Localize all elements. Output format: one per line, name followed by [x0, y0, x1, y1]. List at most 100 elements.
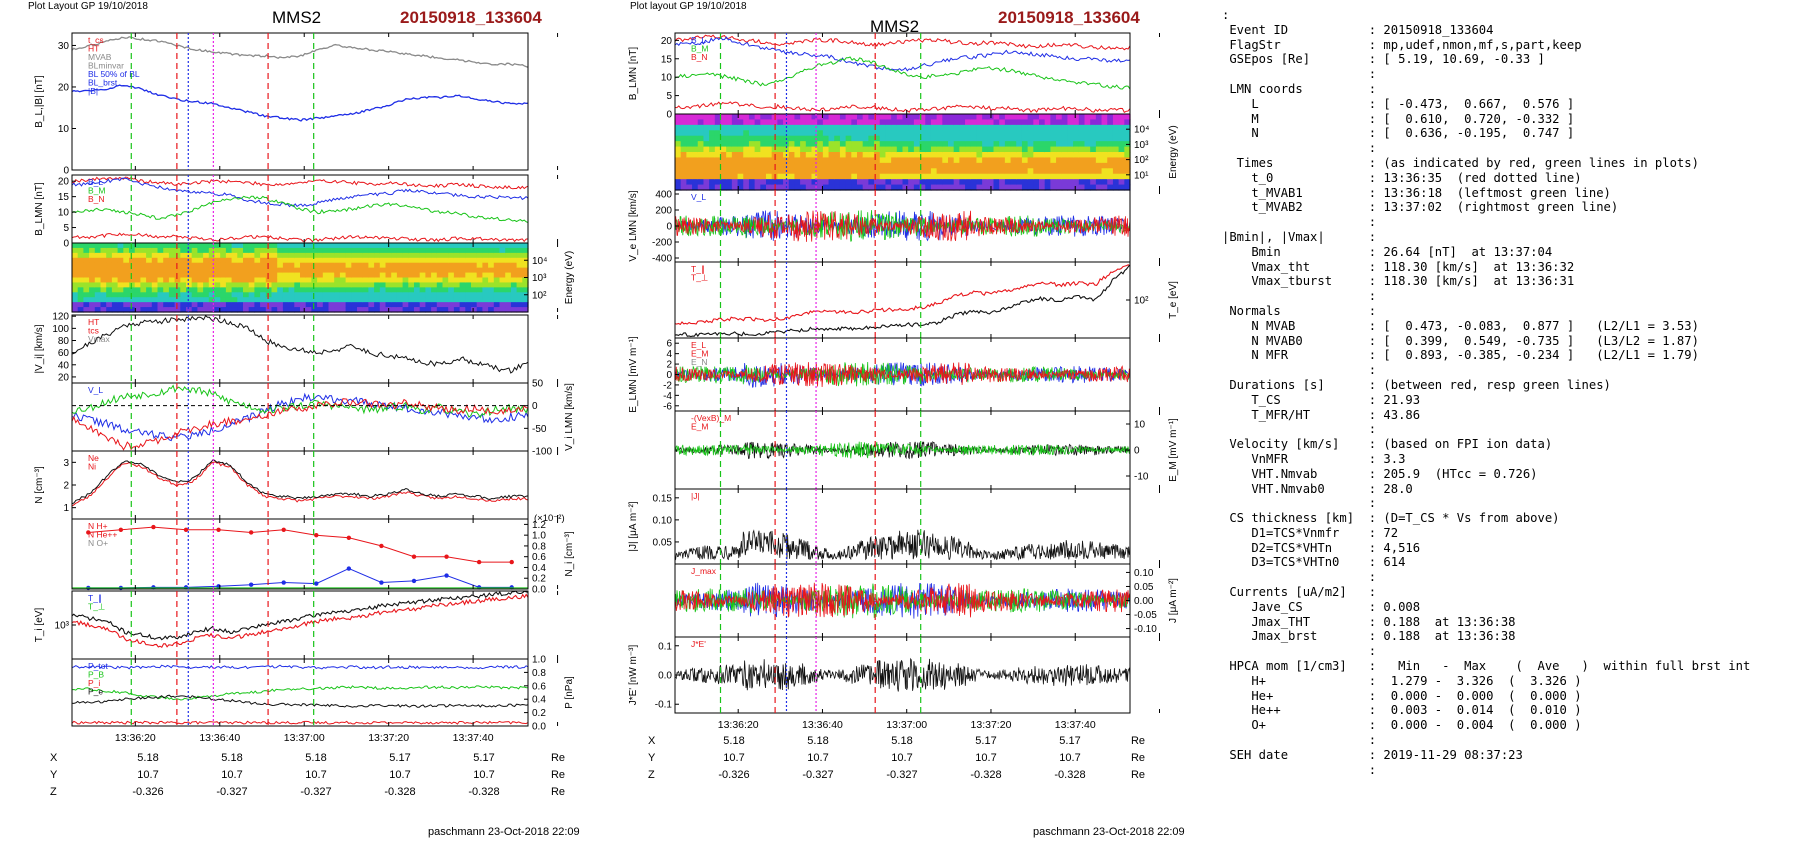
heatmap-cell — [174, 307, 181, 313]
heatmap-cell — [510, 247, 518, 254]
heatmap-cell — [374, 272, 381, 279]
heatmap-cell — [288, 282, 295, 288]
heatmap-cell — [294, 267, 301, 274]
heatmap-cell — [993, 152, 1000, 159]
heatmap-cell — [800, 135, 807, 142]
heatmap-cell — [1027, 130, 1034, 137]
heatmap-cell — [1044, 184, 1051, 191]
heatmap-cell — [709, 124, 716, 131]
heatmap-cell — [345, 252, 352, 259]
heatmap-cell — [493, 307, 501, 313]
heatmap-cell — [834, 152, 841, 159]
pos-value: -0.327 — [802, 769, 834, 781]
heatmap-cell — [805, 119, 813, 126]
heatmap-cell — [1039, 157, 1046, 164]
heatmap-cell — [868, 179, 875, 186]
info-line: L : [ -0.473, 0.667, 0.576 ] — [1222, 96, 1575, 111]
heatmap-cell — [305, 267, 312, 274]
heatmap-cell — [117, 292, 124, 298]
heatmap-cell — [402, 243, 409, 249]
heatmap-cell — [908, 152, 915, 159]
heatmap-cell — [168, 307, 176, 313]
heatmap-cell — [180, 282, 187, 288]
heatmap-cell — [140, 247, 147, 254]
pos-value: 10.7 — [389, 769, 411, 781]
event-info-panel: : Event ID : 20150918_133604 FlagStr : m… — [1222, 8, 1797, 788]
heatmap-cell — [134, 262, 141, 269]
heatmap-cell — [425, 252, 432, 259]
heatmap-cell — [1027, 162, 1034, 169]
heatmap-cell — [1124, 146, 1131, 153]
heatmap-cell — [987, 173, 995, 180]
y-tick-label: 60 — [58, 348, 70, 359]
heatmap-cell — [720, 141, 727, 148]
heatmap-cell — [908, 162, 915, 169]
heatmap-cell — [459, 262, 466, 269]
heatmap-cell — [476, 297, 483, 303]
heatmap-cell — [391, 262, 398, 269]
heatmap-cell — [419, 277, 426, 284]
heatmap-cell — [1067, 119, 1074, 126]
heatmap-cell — [414, 247, 421, 254]
heatmap-cell — [896, 146, 904, 153]
heatmap-cell — [908, 130, 915, 137]
heatmap-cell — [300, 277, 307, 284]
heatmap-cell — [265, 277, 273, 284]
y-tick-label: 400 — [655, 190, 672, 201]
heatmap-cell — [1095, 173, 1103, 180]
heatmap-cell — [1021, 162, 1029, 169]
heatmap-cell — [857, 162, 864, 169]
heatmap-cell — [703, 135, 710, 142]
heatmap-cell — [402, 302, 409, 308]
heatmap-cell — [675, 124, 682, 131]
heatmap-cell — [948, 135, 955, 142]
heatmap-cell — [1027, 184, 1034, 191]
heatmap-cell — [936, 135, 943, 142]
heatmap-cell — [1039, 152, 1046, 159]
heatmap-cell — [225, 297, 233, 303]
heatmap-cell — [186, 272, 193, 279]
heatmap-cell — [1073, 168, 1080, 175]
heatmap-cell — [1044, 179, 1051, 186]
heatmap-cell — [1078, 168, 1086, 175]
pos-value: 5.18 — [221, 752, 243, 764]
pos-value: 5.17 — [975, 735, 997, 747]
heatmap-cell — [505, 257, 512, 264]
heatmap-cell — [510, 272, 518, 279]
heatmap-cell — [908, 141, 915, 148]
heatmap-cell — [1090, 130, 1097, 137]
heatmap-cell — [357, 302, 364, 308]
y-tick-label: 10⁴ — [1134, 125, 1149, 136]
heatmap-cell — [777, 119, 784, 126]
heatmap-cell — [1078, 124, 1086, 131]
heatmap-cell — [982, 168, 989, 175]
heatmap-cell — [100, 272, 107, 279]
heatmap-cell — [1061, 119, 1069, 126]
heatmap-cell — [117, 307, 124, 313]
heatmap-cell — [1084, 130, 1091, 137]
heatmap-cell — [1056, 168, 1063, 175]
heatmap-cell — [1067, 135, 1074, 142]
heatmap-cell — [476, 292, 483, 298]
heatmap-cell — [271, 252, 278, 259]
heatmap-cell — [845, 168, 852, 175]
heatmap-cell — [414, 282, 421, 288]
heatmap-cell — [743, 141, 750, 148]
heatmap-cell — [1124, 179, 1131, 186]
heatmap-cell — [174, 252, 181, 259]
heatmap-cell — [225, 282, 233, 288]
heatmap-cell — [151, 247, 159, 254]
heatmap-cell — [686, 157, 693, 164]
heatmap-cell — [942, 119, 949, 126]
heatmap-cell — [1010, 135, 1017, 142]
heatmap-cell — [328, 292, 335, 298]
heatmap-cell — [522, 252, 529, 259]
heatmap-cell — [891, 119, 898, 126]
legend-entry: T_⊥ — [88, 602, 106, 612]
heatmap-cell — [339, 287, 347, 293]
heatmap-cell — [993, 130, 1000, 137]
heatmap-cell — [482, 247, 489, 254]
heatmap-cell — [419, 282, 426, 288]
heatmap-cell — [942, 114, 949, 121]
